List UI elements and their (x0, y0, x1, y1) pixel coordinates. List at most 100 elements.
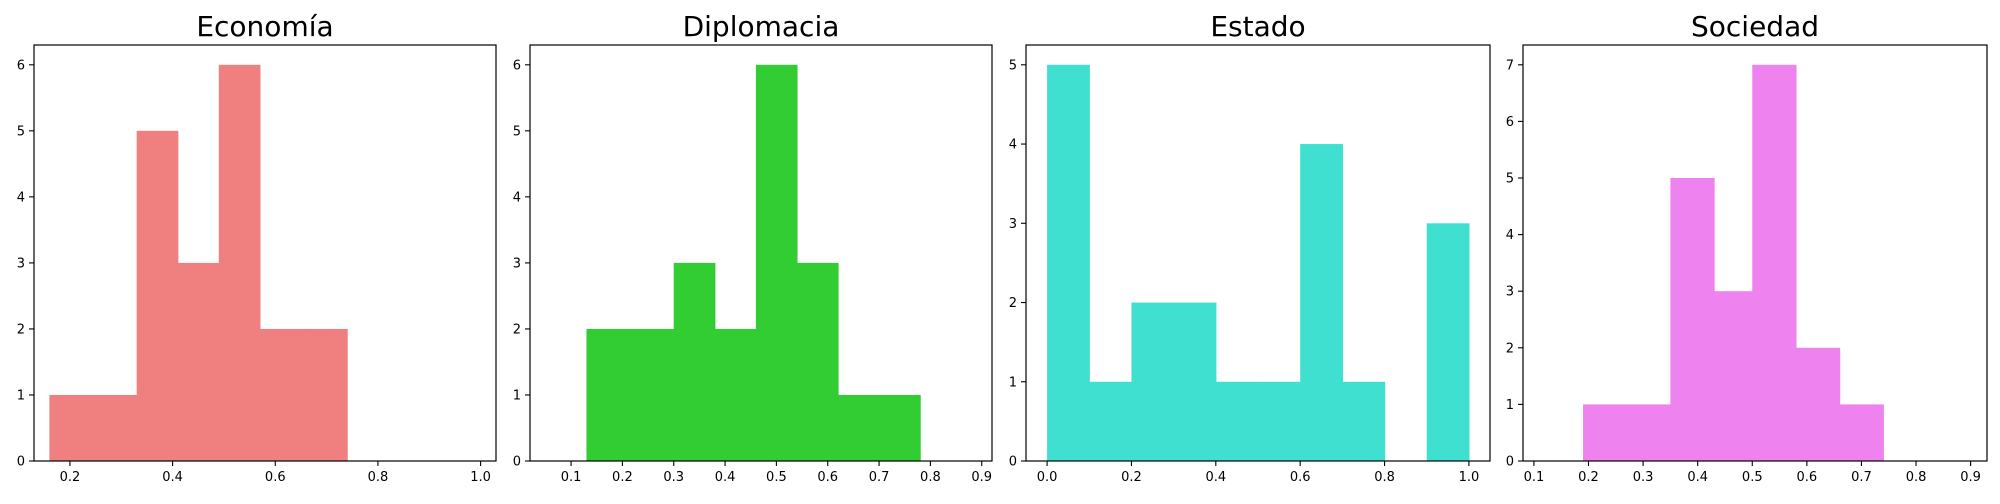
histogram-bar (136, 130, 179, 461)
x-tick-label: 0.4 (1687, 470, 1708, 485)
histogram-bar (1173, 302, 1217, 461)
x-tick-label: 1.0 (1459, 470, 1480, 485)
x-tick-label: 0.4 (162, 470, 183, 485)
x-tick-label: 0.6 (1797, 470, 1818, 485)
histogram-bar (1795, 347, 1841, 461)
x-tick-label: 0.5 (1742, 470, 1763, 485)
histogram-bar (1215, 381, 1259, 461)
x-tick-label: 0.8 (920, 470, 941, 485)
histogram-bar (1300, 144, 1343, 462)
x-tick-label: 0.1 (561, 470, 582, 485)
y-tick-label: 2 (1009, 296, 1017, 311)
histogram-bar (627, 328, 675, 461)
y-tick-label: 4 (513, 190, 521, 205)
y-tick-label: 4 (17, 190, 25, 205)
histogram-panel-2: 0.1 0.2 0.3 0.4 0.5 0.6 0.7 0.8 0.9 0 1 2 3 4 5 6 Diplom… (513, 10, 993, 485)
histogram-panel-4: 0.1 0.2 0.3 0.4 0.5 0.6 0.7 0.8 0.9 0 1 2 3 4 5 6 7 Socie… (1506, 10, 1988, 485)
y-tick-label: 0 (17, 455, 25, 470)
histogram-bar (90, 394, 138, 461)
x-tick-label: 0.7 (1851, 470, 1872, 485)
panel-title: Economía (196, 10, 333, 43)
x-tick-label: 0.8 (368, 470, 389, 485)
x-tick-label: 0.3 (663, 470, 684, 485)
y-tick-label: 0 (1506, 455, 1514, 470)
y-tick-label: 3 (17, 256, 25, 271)
histogram-bar (1752, 64, 1797, 461)
histogram-bar (1583, 404, 1628, 461)
x-tick-label: 0.2 (60, 470, 81, 485)
histogram-bar (1131, 302, 1175, 461)
histogram-bar (1089, 381, 1133, 461)
x-tick-label: 0.8 (1374, 470, 1395, 485)
x-tick-label: 1.0 (470, 470, 491, 485)
histogram-bar (586, 328, 629, 461)
y-tick-label: 1 (17, 388, 25, 403)
y-tick-label: 6 (1506, 115, 1514, 130)
y-tick-label: 5 (1009, 58, 1017, 73)
y-tick-label: 0 (513, 455, 521, 470)
histogram-bar (306, 328, 348, 461)
y-tick-label: 3 (1506, 285, 1514, 300)
histogram-bar (879, 394, 921, 461)
histogram-panel-1: 0.2 0.4 0.6 0.8 1.0 0 1 2 3 4 5 6 Economía (17, 10, 497, 485)
histogram-panel-3: 0.0 0.2 0.4 0.6 0.8 1.0 0 1 2 3 4 5 Estado (1009, 10, 1491, 485)
histogram-bar (796, 262, 839, 461)
y-tick-label: 1 (513, 388, 521, 403)
y-tick-label: 1 (1009, 375, 1017, 390)
y-tick-label: 3 (1009, 217, 1017, 232)
y-tick-label: 0 (1009, 455, 1017, 470)
y-tick-label: 1 (1506, 398, 1514, 413)
histogram-bar (1047, 64, 1090, 461)
x-tick-label: 0.6 (265, 470, 286, 485)
panel-title: Estado (1210, 10, 1305, 43)
x-tick-label: 0.1 (1524, 470, 1545, 485)
x-tick-label: 0.0 (1037, 470, 1058, 485)
x-tick-label: 0.9 (1960, 470, 1981, 485)
histogram-bar (1258, 381, 1301, 461)
axes-frame (1025, 44, 1491, 462)
histogram-bar (1342, 381, 1386, 461)
panel-title: Diplomacia (683, 10, 840, 43)
x-tick-label: 0.3 (1633, 470, 1654, 485)
histogram-bar (838, 394, 880, 461)
x-tick-label: 0.2 (612, 470, 633, 485)
x-tick-label: 0.2 (1121, 470, 1142, 485)
x-tick-label: 0.2 (1578, 470, 1599, 485)
y-tick-label: 3 (513, 256, 521, 271)
y-tick-label: 2 (513, 322, 521, 337)
histogram-bar (673, 262, 716, 461)
y-tick-label: 6 (513, 58, 521, 73)
histogram-bar (49, 394, 92, 461)
x-tick-label: 0.4 (1205, 470, 1226, 485)
y-tick-label: 5 (17, 124, 25, 139)
x-tick-label: 0.6 (1290, 470, 1311, 485)
axes-frame (1522, 44, 1988, 462)
x-tick-label: 0.8 (1906, 470, 1927, 485)
histogram-bar (1670, 178, 1715, 461)
histogram-bar (1839, 404, 1884, 461)
y-tick-label: 4 (1506, 228, 1514, 243)
histogram-bar (714, 328, 757, 461)
histogram-bar (1714, 291, 1753, 461)
axes-frame (529, 44, 993, 462)
histogram-bar (218, 64, 261, 461)
y-tick-label: 2 (17, 322, 25, 337)
histogram-bar (259, 328, 307, 461)
panel-title: Sociedad (1691, 10, 1819, 43)
y-tick-label: 2 (1506, 341, 1514, 356)
histogram-bar (755, 64, 798, 461)
histogram-bar (1626, 404, 1671, 461)
x-tick-label: 0.5 (766, 470, 787, 485)
y-tick-label: 6 (17, 58, 25, 73)
axes-frame (33, 44, 497, 462)
histogram-bar (177, 262, 220, 461)
y-tick-label: 5 (513, 124, 521, 139)
y-tick-label: 4 (1009, 138, 1017, 153)
x-tick-label: 0.6 (817, 470, 838, 485)
x-tick-label: 0.9 (971, 470, 992, 485)
y-tick-label: 7 (1506, 58, 1514, 73)
x-tick-label: 0.7 (869, 470, 890, 485)
x-tick-label: 0.4 (715, 470, 736, 485)
